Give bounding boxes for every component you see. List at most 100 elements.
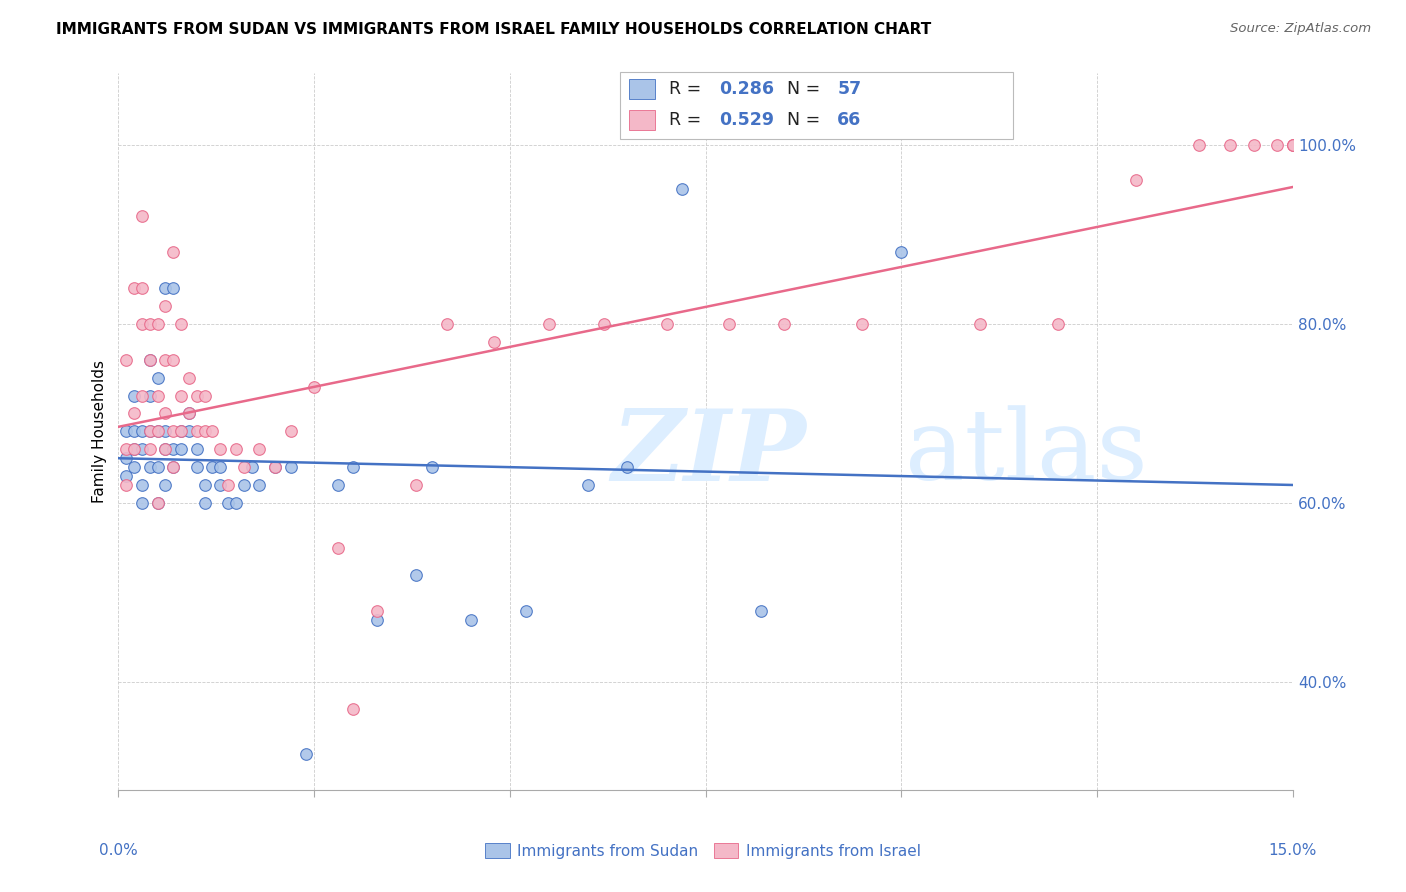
Text: Source: ZipAtlas.com: Source: ZipAtlas.com <box>1230 22 1371 36</box>
Point <box>969 317 991 331</box>
Point <box>538 317 561 331</box>
Point <box>122 388 145 402</box>
Point <box>890 245 912 260</box>
Point <box>170 442 193 457</box>
Point <box>718 317 741 331</box>
Point <box>295 747 318 761</box>
Point <box>146 317 169 331</box>
Point <box>155 352 177 367</box>
Point <box>201 460 224 475</box>
Point <box>1047 317 1070 331</box>
Point <box>655 317 678 331</box>
Text: 15.0%: 15.0% <box>1268 843 1317 858</box>
Text: 0.0%: 0.0% <box>98 843 138 858</box>
Point <box>131 442 153 457</box>
Point <box>122 442 145 457</box>
Point <box>170 388 193 402</box>
Legend: Immigrants from Sudan, Immigrants from Israel: Immigrants from Sudan, Immigrants from I… <box>479 837 927 864</box>
Point <box>162 245 184 260</box>
Point <box>155 478 177 492</box>
Point <box>326 541 349 555</box>
Text: 57: 57 <box>837 79 862 98</box>
Point <box>146 460 169 475</box>
Point <box>139 317 162 331</box>
Point <box>1282 137 1305 152</box>
Point <box>162 425 184 439</box>
Point <box>240 460 263 475</box>
Point <box>146 370 169 384</box>
Point <box>122 425 145 439</box>
Point <box>131 388 153 402</box>
Point <box>209 460 232 475</box>
Point <box>131 425 153 439</box>
Text: N =: N = <box>787 79 825 98</box>
Point <box>436 317 458 331</box>
Point <box>155 299 177 313</box>
Point <box>186 388 208 402</box>
Point <box>146 425 169 439</box>
Point <box>217 496 239 510</box>
Point <box>209 478 232 492</box>
Point <box>139 425 162 439</box>
Point <box>162 281 184 295</box>
Point <box>851 317 873 331</box>
Point <box>405 567 427 582</box>
Point <box>162 460 184 475</box>
Point <box>146 496 169 510</box>
Point <box>155 442 177 457</box>
Text: IMMIGRANTS FROM SUDAN VS IMMIGRANTS FROM ISRAEL FAMILY HOUSEHOLDS CORRELATION CH: IMMIGRANTS FROM SUDAN VS IMMIGRANTS FROM… <box>56 22 932 37</box>
Point <box>186 425 208 439</box>
Point <box>1282 137 1305 152</box>
Point <box>225 496 247 510</box>
Point <box>131 317 153 331</box>
Point <box>139 425 162 439</box>
Text: 0.286: 0.286 <box>718 79 773 98</box>
Point <box>576 478 599 492</box>
Point <box>177 407 200 421</box>
Point <box>170 425 193 439</box>
FancyBboxPatch shape <box>630 78 655 99</box>
Point <box>186 442 208 457</box>
Point <box>247 478 270 492</box>
Text: R =: R = <box>669 79 707 98</box>
Point <box>170 317 193 331</box>
Point <box>264 460 287 475</box>
Point <box>671 182 693 196</box>
Point <box>115 352 138 367</box>
Point <box>155 281 177 295</box>
Point <box>280 425 302 439</box>
Point <box>194 388 217 402</box>
Point <box>342 460 364 475</box>
Point <box>162 442 184 457</box>
Point <box>420 460 443 475</box>
Point <box>131 281 153 295</box>
Point <box>115 442 138 457</box>
Text: R =: R = <box>669 112 707 129</box>
Point <box>194 425 217 439</box>
Point <box>122 442 145 457</box>
Point <box>139 460 162 475</box>
Point <box>773 317 796 331</box>
Point <box>146 425 169 439</box>
Point <box>115 425 138 439</box>
Point <box>155 407 177 421</box>
Point <box>1243 137 1265 152</box>
Point <box>115 469 138 483</box>
Y-axis label: Family Households: Family Households <box>93 359 107 503</box>
Point <box>139 442 162 457</box>
Point <box>217 478 239 492</box>
Point <box>302 379 325 393</box>
Point <box>405 478 427 492</box>
Point <box>162 352 184 367</box>
Point <box>247 442 270 457</box>
Point <box>115 478 138 492</box>
Point <box>155 425 177 439</box>
Point <box>131 478 153 492</box>
Point <box>139 352 162 367</box>
Text: 0.529: 0.529 <box>718 112 773 129</box>
Point <box>232 478 254 492</box>
Point <box>115 451 138 466</box>
Point <box>122 281 145 295</box>
Point <box>131 210 153 224</box>
Point <box>162 460 184 475</box>
